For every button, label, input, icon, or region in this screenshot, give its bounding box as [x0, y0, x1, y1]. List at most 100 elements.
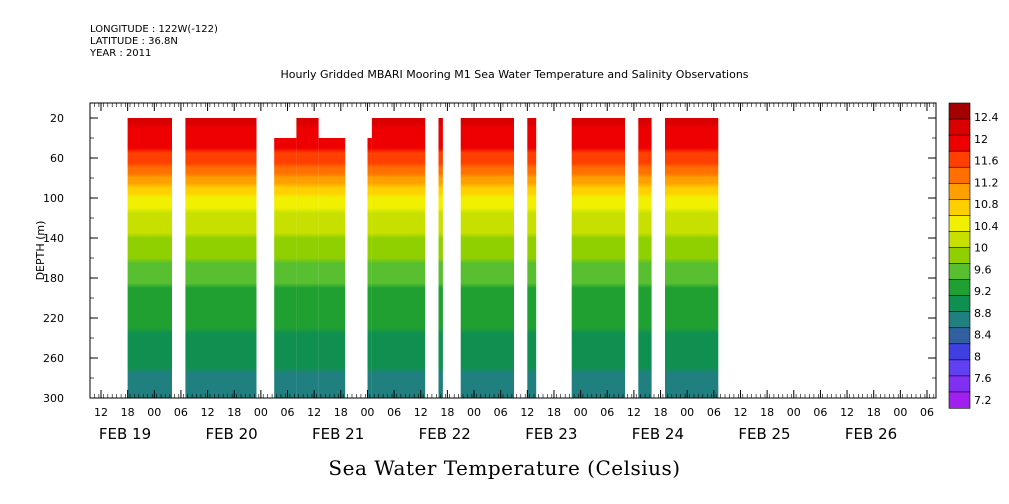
colorbar-cell — [948, 166, 971, 184]
colorbar-level-label: 10.8 — [974, 198, 999, 211]
x-tick-label: 18 — [760, 406, 774, 419]
y-axis-label: DEPTH (m) — [34, 221, 47, 281]
colorbar-cell — [948, 150, 971, 168]
x-tick-label: 18 — [654, 406, 668, 419]
data-block — [318, 138, 346, 398]
x-tick-label: 00 — [893, 406, 907, 419]
x-tick-label: 06 — [813, 406, 827, 419]
x-tick-label: 12 — [201, 406, 215, 419]
x-tick-label: 00 — [360, 406, 374, 419]
colorbar-cell — [948, 375, 971, 393]
year-label: YEAR : 2011 — [90, 48, 152, 59]
colorbar-level-label: 10.4 — [974, 220, 999, 233]
colorbar-level-label: 11.6 — [974, 155, 999, 168]
x-day-label: FEB 19 — [99, 425, 151, 443]
colorbar-cell — [948, 231, 971, 249]
colorbar-variable-title: Sea Water Temperature (Celsius) — [328, 456, 681, 480]
x-tick-label: 18 — [121, 406, 135, 419]
colorbar-cell — [948, 118, 971, 136]
data-block — [571, 118, 625, 398]
x-tick-label: 12 — [94, 406, 108, 419]
plot-frame — [89, 102, 937, 399]
x-day-label: FEB 25 — [738, 425, 790, 443]
colorbar-cell — [948, 359, 971, 377]
colorbar-level-label: 8 — [974, 351, 981, 364]
colorbar-level-label: 10 — [974, 242, 988, 255]
colorbar-cell — [948, 215, 971, 233]
x-day-label: FEB 24 — [632, 425, 684, 443]
x-tick-label: 12 — [414, 406, 428, 419]
x-tick-label: 12 — [520, 406, 534, 419]
x-tick-label: 18 — [440, 406, 454, 419]
x-day-label: FEB 20 — [205, 425, 257, 443]
x-day-label: FEB 23 — [525, 425, 577, 443]
data-blocks — [127, 118, 719, 398]
colorbar-level-label: 8.4 — [974, 329, 992, 342]
longitude-label: LONGITUDE : 122W(-122) — [90, 24, 218, 35]
x-day-label: FEB 21 — [312, 425, 364, 443]
x-tick-label: 12 — [840, 406, 854, 419]
y-tick-label: 300 — [43, 392, 64, 405]
colorbar-cell — [948, 199, 971, 216]
x-tick-label: 06 — [494, 406, 508, 419]
data-block — [460, 118, 514, 398]
data-block — [665, 118, 719, 398]
data-block — [185, 118, 257, 398]
colorbar-level-label: 7.2 — [974, 394, 992, 407]
data-block — [638, 118, 652, 398]
y-tick-label: 180 — [43, 272, 64, 285]
x-tick-label: 06 — [281, 406, 295, 419]
x-tick-label: 00 — [574, 406, 588, 419]
colorbar-cell — [948, 343, 971, 361]
y-tick-label: 220 — [43, 312, 64, 325]
x-tick-label: 00 — [254, 406, 268, 419]
x-axis: 12 18 00 06 12 18 00 06 12 18 00 06 12 18 00 06 12 18 00 06… — [94, 103, 934, 443]
x-day-label: FEB 22 — [419, 425, 471, 443]
y-tick-label: 260 — [43, 352, 64, 365]
y-tick-label: 100 — [43, 192, 64, 205]
colorbar-cell — [948, 327, 971, 345]
x-tick-label: 18 — [227, 406, 241, 419]
colorbar-cell — [948, 247, 971, 265]
data-block — [438, 118, 443, 398]
latitude-label: LATITUDE : 36.8N — [90, 36, 178, 47]
x-tick-label: 18 — [334, 406, 348, 419]
data-block — [527, 118, 537, 398]
colorbar-level-label: 12 — [974, 133, 988, 146]
x-tick-label: 06 — [600, 406, 614, 419]
data-block — [367, 138, 372, 398]
colorbar-cell — [948, 279, 971, 297]
colorbar-cell — [948, 311, 971, 329]
x-tick-label: 06 — [920, 406, 934, 419]
colorbar-cell — [948, 391, 971, 409]
metadata-block: LONGITUDE : 122W(-122) LATITUDE : 36.8N … — [90, 24, 218, 60]
colorbar: 12.4 12 11.6 11.2 10.8 10.4 10 9.6 9.2 8.8 8.4 8 7.6… — [948, 102, 999, 409]
x-tick-label: 12 — [307, 406, 321, 419]
colorbar-cell — [948, 295, 971, 313]
data-block — [127, 118, 172, 398]
x-tick-label: 00 — [147, 406, 161, 419]
colorbar-cell — [948, 263, 971, 281]
colorbar-level-label: 11.2 — [974, 176, 999, 189]
x-tick-label: 06 — [387, 406, 401, 419]
x-tick-label: 18 — [547, 406, 561, 419]
colorbar-cell — [948, 182, 971, 200]
y-tick-label: 140 — [43, 232, 64, 245]
chart-title: Hourly Gridded MBARI Mooring M1 Sea Wate… — [280, 68, 749, 81]
x-tick-label: 06 — [174, 406, 188, 419]
x-tick-label: 00 — [787, 406, 801, 419]
colorbar-level-label: 9.6 — [974, 263, 992, 276]
colorbar-cell — [948, 102, 971, 120]
data-block — [274, 138, 297, 398]
x-tick-label: 18 — [867, 406, 881, 419]
x-tick-label: 12 — [733, 406, 747, 419]
colorbar-level-label: 7.6 — [974, 372, 992, 385]
colorbar-level-label: 9.2 — [974, 285, 992, 298]
x-tick-label: 12 — [627, 406, 641, 419]
y-tick-label: 60 — [50, 152, 64, 165]
colorbar-level-label: 12.4 — [974, 111, 999, 124]
x-tick-label: 00 — [680, 406, 694, 419]
colorbar-cell — [948, 134, 971, 152]
x-tick-label: 00 — [467, 406, 481, 419]
